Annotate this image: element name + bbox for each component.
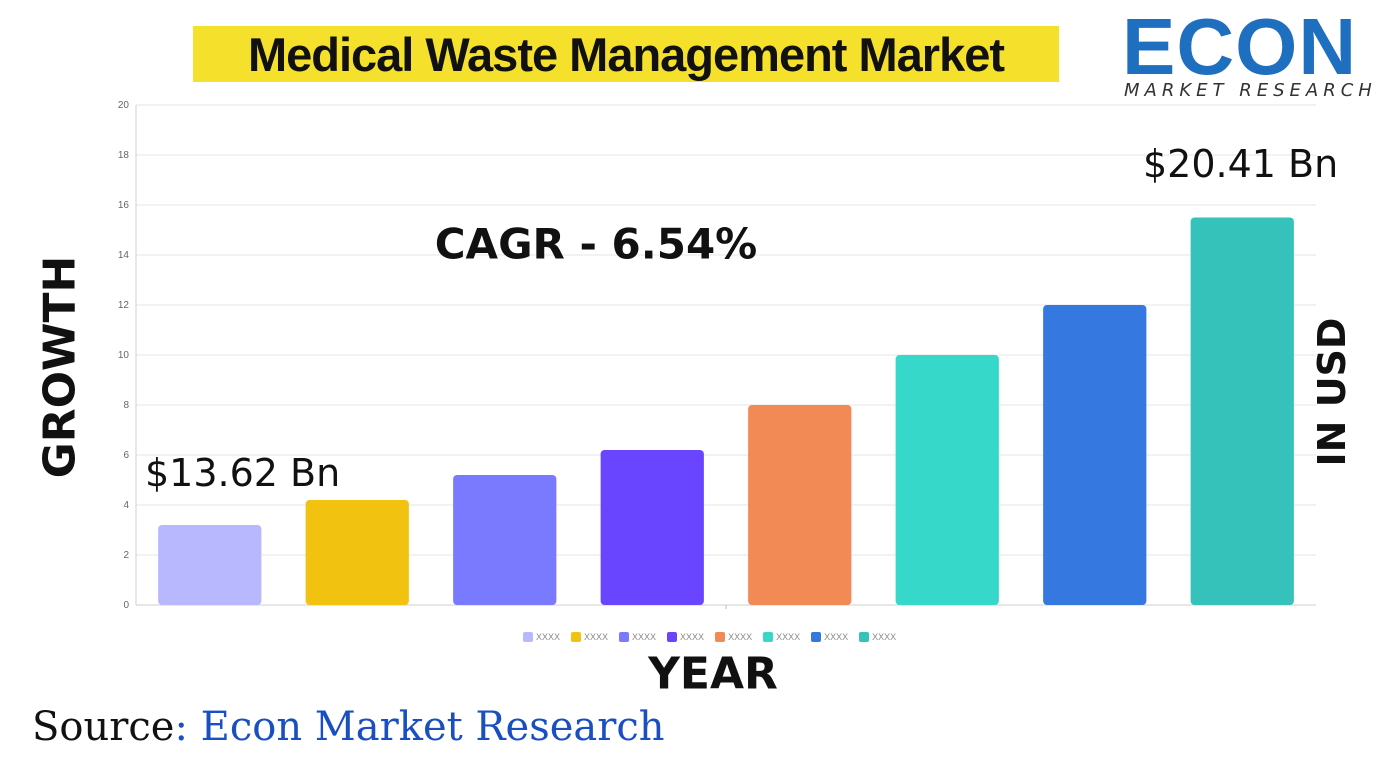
legend-label: XXXX [728,632,753,642]
start-value-annotation: $13.62 Bn [145,451,341,495]
legend-swatch [859,632,870,642]
title-highlight: Medical Waste Management Market [193,26,1059,82]
y-tick-label: 2 [123,550,129,561]
legend-label: XXXX [680,632,705,642]
y-axis-label: GROWTH [34,255,86,479]
legend-label: XXXX [632,632,657,642]
bar [305,500,409,605]
bar [600,450,704,605]
legend-item: XXXX [571,632,608,642]
y-tick-label: 8 [123,400,129,411]
chart-title: Medical Waste Management Market [247,27,1005,81]
y-tick-label: 10 [118,350,130,361]
y-tick-label: 16 [118,200,130,211]
chart-legend: XXXX XXXX XXXX XXXX XXXX XXXX XXXX XXXX [523,632,896,642]
legend-label: XXXX [872,632,897,642]
y-tick-label: 20 [118,100,130,111]
legend-swatch [619,632,630,642]
legend-item: XXXX [811,632,848,642]
legend-swatch [715,632,726,642]
bar [453,475,557,605]
legend-item: XXXX [859,632,896,642]
econ-logo: ECON MARKET RESEARCH [1122,2,1377,104]
legend-swatch [811,632,822,642]
bar [748,405,852,605]
legend-swatch [667,632,678,642]
end-value-annotation: $20.41 Bn [1143,142,1339,186]
bar [1043,305,1147,605]
legend-item: XXXX [763,632,800,642]
legend-item: XXXX [619,632,656,642]
y-tick-label: 0 [123,600,129,611]
legend-label: XXXX [776,632,801,642]
x-axis-label: YEAR [648,648,778,700]
legend-label: XXXX [536,632,561,642]
bar [895,355,999,605]
y-tick-label: 18 [118,150,130,161]
bar [1190,217,1294,605]
y-axis-right-label: IN USD [1310,317,1354,467]
source-line: Source: Econ Market Research [32,704,665,750]
logo-subtitle: MARKET RESEARCH [1124,80,1377,101]
logo-wordmark: ECON [1122,2,1358,91]
legend-item: XXXX [667,632,704,642]
legend-item: XXXX [523,632,560,642]
bar [158,525,262,605]
cagr-annotation: CAGR - 6.54% [434,219,758,269]
legend-swatch [763,632,774,642]
source-name: : Econ Market Research [174,704,665,750]
source-prefix: Source [32,704,175,750]
legend-item: XXXX [715,632,752,642]
legend-label: XXXX [584,632,609,642]
y-tick-label: 14 [118,250,130,261]
y-tick-label: 6 [123,450,129,461]
legend-swatch [523,632,533,642]
legend-label: XXXX [824,632,849,642]
y-tick-label: 12 [118,300,130,311]
legend-swatch [571,632,582,642]
y-tick-label: 4 [123,500,129,511]
